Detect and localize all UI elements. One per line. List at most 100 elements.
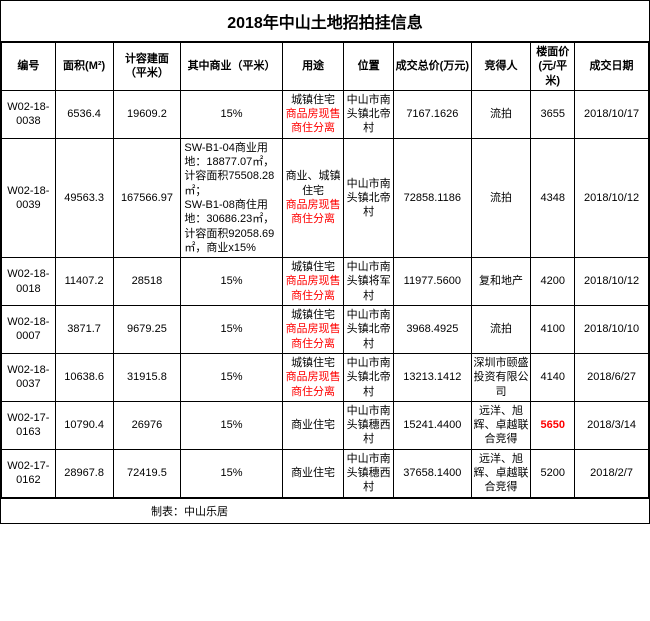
table-row: W02-18-0039 49563.3 167566.97 SW-B1-04商业…	[2, 138, 649, 257]
table-row: W02-18-0038 6536.4 19609.2 15% 城镇住宅商品房现售…	[2, 90, 649, 138]
header-use: 用途	[282, 43, 344, 91]
page-title: 2018年中山土地招拍挂信息	[1, 1, 649, 42]
cell-price: 72858.1186	[393, 138, 471, 257]
cell-area: 3871.7	[55, 306, 113, 354]
cell-biz: 15%	[181, 90, 282, 138]
cell-loc: 中山市南头镇穗西村	[344, 449, 394, 497]
header-row: 编号 面积(M²) 计容建面（平米） 其中商业（平米） 用途 位置 成交总价(万…	[2, 43, 649, 91]
header-id: 编号	[2, 43, 56, 91]
cell-floor: 4140	[531, 353, 575, 401]
cell-loc: 中山市南头镇北帝村	[344, 90, 394, 138]
use-text: 城镇住宅	[284, 93, 343, 107]
cell-floor: 4348	[531, 138, 575, 257]
use-text: 商业住宅	[284, 466, 343, 480]
cell-bidder: 深圳市颐盛投资有限公司	[471, 353, 531, 401]
header-build: 计容建面（平米）	[113, 43, 181, 91]
cell-price: 7167.1626	[393, 90, 471, 138]
cell-id: W02-18-0007	[2, 306, 56, 354]
cell-area: 11407.2	[55, 258, 113, 306]
header-date: 成交日期	[575, 43, 649, 91]
cell-floor: 5650	[531, 401, 575, 449]
table-row: W02-17-0162 28967.8 72419.5 15% 商业住宅 中山市…	[2, 449, 649, 497]
cell-id: W02-17-0163	[2, 401, 56, 449]
cell-id: W02-18-0018	[2, 258, 56, 306]
cell-bidder: 远洋、旭辉、卓越联合竞得	[471, 401, 531, 449]
use-text: 城镇住宅	[284, 308, 343, 322]
cell-id: W02-18-0037	[2, 353, 56, 401]
cell-price: 11977.5600	[393, 258, 471, 306]
cell-floor: 4100	[531, 306, 575, 354]
cell-id: W02-18-0038	[2, 90, 56, 138]
cell-biz: 15%	[181, 449, 282, 497]
cell-date: 2018/6/27	[575, 353, 649, 401]
cell-biz: 15%	[181, 401, 282, 449]
table-row: W02-17-0163 10790.4 26976 15% 商业住宅 中山市南头…	[2, 401, 649, 449]
use-text: 商品房现售	[284, 198, 343, 212]
cell-date: 2018/10/12	[575, 138, 649, 257]
header-price: 成交总价(万元)	[393, 43, 471, 91]
footer-text: 制表：中山乐居	[1, 498, 649, 523]
cell-build: 31915.8	[113, 353, 181, 401]
cell-id: W02-17-0162	[2, 449, 56, 497]
use-text: 商品房现售	[284, 322, 343, 336]
cell-use: 商业住宅	[282, 449, 344, 497]
cell-use: 商业、城镇住宅商品房现售商住分离	[282, 138, 344, 257]
table-container: 2018年中山土地招拍挂信息 编号 面积(M²) 计容建面（平米） 其中商业（平…	[0, 0, 650, 524]
cell-biz: 15%	[181, 306, 282, 354]
cell-bidder: 远洋、旭辉、卓越联合竞得	[471, 449, 531, 497]
use-text: 商品房现售	[284, 107, 343, 121]
cell-area: 49563.3	[55, 138, 113, 257]
table-row: W02-18-0007 3871.7 9679.25 15% 城镇住宅商品房现售…	[2, 306, 649, 354]
cell-area: 10638.6	[55, 353, 113, 401]
header-bidder: 竞得人	[471, 43, 531, 91]
cell-build: 19609.2	[113, 90, 181, 138]
cell-use: 城镇住宅商品房现售商住分离	[282, 258, 344, 306]
cell-date: 2018/10/12	[575, 258, 649, 306]
cell-floor: 4200	[531, 258, 575, 306]
cell-id: W02-18-0039	[2, 138, 56, 257]
use-text: 商住分离	[284, 121, 343, 135]
use-text: 商品房现售	[284, 274, 343, 288]
cell-area: 28967.8	[55, 449, 113, 497]
cell-loc: 中山市南头镇北帝村	[344, 353, 394, 401]
cell-area: 6536.4	[55, 90, 113, 138]
cell-bidder: 复和地产	[471, 258, 531, 306]
cell-price: 37658.1400	[393, 449, 471, 497]
use-text: 城镇住宅	[284, 356, 343, 370]
header-biz: 其中商业（平米）	[181, 43, 282, 91]
use-text: 商住分离	[284, 385, 343, 399]
cell-loc: 中山市南头镇北帝村	[344, 138, 394, 257]
header-floor: 楼面价(元/平米)	[531, 43, 575, 91]
cell-floor: 3655	[531, 90, 575, 138]
cell-date: 2018/3/14	[575, 401, 649, 449]
cell-build: 26976	[113, 401, 181, 449]
cell-build: 9679.25	[113, 306, 181, 354]
use-text: 商住分离	[284, 212, 343, 226]
cell-bidder: 流拍	[471, 90, 531, 138]
cell-loc: 中山市南头镇穗西村	[344, 401, 394, 449]
table-row: W02-18-0018 11407.2 28518 15% 城镇住宅商品房现售商…	[2, 258, 649, 306]
cell-build: 167566.97	[113, 138, 181, 257]
use-text: 商业、城镇住宅	[284, 169, 343, 198]
cell-bidder: 流拍	[471, 138, 531, 257]
cell-build: 72419.5	[113, 449, 181, 497]
use-text: 商住分离	[284, 289, 343, 303]
cell-price: 13213.1412	[393, 353, 471, 401]
cell-biz: 15%	[181, 353, 282, 401]
data-table: 编号 面积(M²) 计容建面（平米） 其中商业（平米） 用途 位置 成交总价(万…	[1, 42, 649, 498]
cell-loc: 中山市南头镇将军村	[344, 258, 394, 306]
cell-floor: 5200	[531, 449, 575, 497]
use-text: 商住分离	[284, 337, 343, 351]
table-row: W02-18-0037 10638.6 31915.8 15% 城镇住宅商品房现…	[2, 353, 649, 401]
cell-bidder: 流拍	[471, 306, 531, 354]
use-text: 城镇住宅	[284, 260, 343, 274]
cell-price: 3968.4925	[393, 306, 471, 354]
cell-build: 28518	[113, 258, 181, 306]
use-text: 商业住宅	[284, 418, 343, 432]
cell-use: 城镇住宅商品房现售商住分离	[282, 353, 344, 401]
cell-price: 15241.4400	[393, 401, 471, 449]
cell-date: 2018/2/7	[575, 449, 649, 497]
cell-date: 2018/10/10	[575, 306, 649, 354]
cell-use: 商业住宅	[282, 401, 344, 449]
use-text: 商品房现售	[284, 370, 343, 384]
